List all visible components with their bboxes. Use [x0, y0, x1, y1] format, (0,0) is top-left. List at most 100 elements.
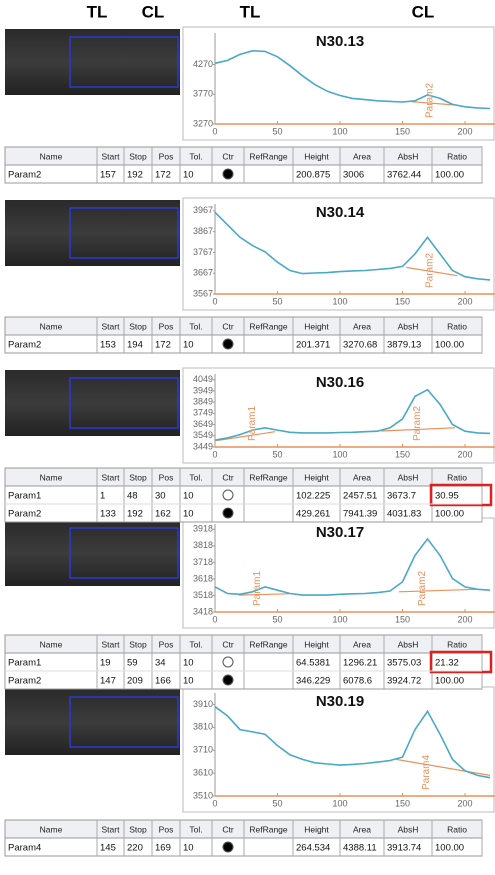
y-tick-label: 3649 [193, 419, 213, 429]
y-tick-label: 3567 [193, 288, 213, 298]
column-header: Stop [129, 639, 147, 649]
table-cell: 172 [155, 340, 171, 351]
y-tick-label: 3770 [193, 89, 213, 99]
ctr-radio [222, 507, 234, 519]
table-cell: 100.00 [435, 170, 464, 181]
y-tick-label: 3270 [193, 118, 213, 128]
column-header: Stop [129, 824, 147, 834]
table-cell: 201.371 [296, 340, 330, 351]
column-header: AbsH [398, 321, 419, 331]
profile-line [214, 49, 491, 110]
table-cell: 19 [100, 658, 111, 669]
table-cell: Param2 [8, 340, 41, 351]
table-cell: Param1 [8, 491, 41, 502]
column-header: Pos [159, 151, 174, 161]
table-cell: 100.00 [435, 340, 464, 351]
column-header: Pos [159, 824, 174, 834]
table-cell: 102.225 [296, 491, 330, 502]
table-cell: Param4 [8, 843, 41, 854]
table-cell: 10 [183, 340, 194, 351]
column-header: Ctr [222, 639, 234, 649]
header-label: CL [142, 2, 165, 21]
table-cell: Param2 [8, 676, 41, 687]
x-tick-label: 200 [457, 126, 472, 136]
profile-line [214, 537, 491, 596]
x-tick-label: 100 [332, 449, 347, 459]
chart-frame [182, 26, 495, 141]
table-cell: 172 [155, 170, 171, 181]
y-tick-label: 3710 [193, 745, 213, 755]
x-tick-label: 50 [272, 296, 282, 306]
column-header: Area [353, 824, 371, 834]
column-header: Name [40, 824, 63, 834]
header-label: TL [240, 2, 261, 21]
table-cell: 3673.7 [387, 491, 416, 502]
y-tick-label: 3449 [193, 441, 213, 451]
table-cell: 264.534 [296, 843, 330, 854]
column-header: Stop [129, 472, 147, 482]
y-tick-label: 3810 [193, 722, 213, 732]
baseline [216, 431, 276, 442]
chart-title: N30.17 [316, 524, 364, 541]
table-cell: 6078.6 [343, 676, 372, 687]
column-header: Height [304, 472, 329, 482]
y-tick-label: 4270 [193, 59, 213, 69]
header-label: CL [412, 2, 435, 21]
x-tick-label: 200 [457, 614, 472, 624]
ctr-radio [222, 168, 234, 180]
strip-image [5, 370, 180, 436]
ctr-radio [222, 489, 234, 501]
chart-frame [182, 197, 495, 311]
y-tick-label: 3910 [193, 699, 213, 709]
x-tick-label: 50 [272, 449, 282, 459]
table-cell: 3575.03 [387, 658, 421, 669]
table-cell: Param1 [8, 658, 41, 669]
column-header: AbsH [398, 151, 419, 161]
x-tick-label: 50 [272, 798, 282, 808]
column-header: Name [40, 639, 63, 649]
profile-line [214, 211, 491, 281]
table-cell: 100.00 [435, 676, 464, 687]
table-cell: 3924.72 [387, 676, 421, 687]
baseline [398, 588, 477, 593]
table-cell: 10 [183, 170, 194, 181]
strip-window [69, 36, 179, 88]
column-header: Tol. [189, 151, 202, 161]
table-cell: 4388.11 [343, 843, 377, 854]
table-cell: 220 [127, 843, 143, 854]
table-cell: 100.00 [435, 509, 464, 520]
table-cell: 2457.51 [343, 491, 377, 502]
baseline [411, 101, 456, 106]
x-tick-label: 0 [212, 614, 217, 624]
y-tick-label: 3918 [193, 524, 213, 534]
ctr-radio [222, 841, 234, 853]
y-tick-label: 3849 [193, 397, 213, 407]
x-tick-label: 200 [457, 798, 472, 808]
table-cell: 3913.74 [387, 843, 421, 854]
peak-label: Param1 [252, 571, 263, 606]
table-cell: 10 [183, 658, 194, 669]
column-header: Ratio [447, 824, 467, 834]
column-header: Ctr [222, 824, 234, 834]
table-cell: 192 [127, 170, 143, 181]
x-tick-label: 150 [395, 126, 410, 136]
table-cell: 169 [155, 843, 171, 854]
chart-frame [182, 517, 495, 629]
column-header: Stop [129, 321, 147, 331]
column-header: RefRange [249, 824, 288, 834]
strip-image [5, 200, 180, 266]
column-header: Start [102, 321, 121, 331]
column-header: Stop [129, 151, 147, 161]
table-cell: 192 [127, 509, 143, 520]
strip-window [69, 527, 179, 579]
column-header: Tol. [189, 321, 202, 331]
table-cell: 1296.21 [343, 658, 377, 669]
y-tick-label: 4049 [193, 374, 213, 384]
table-cell: 1 [100, 491, 105, 502]
column-header: RefRange [249, 151, 288, 161]
x-tick-label: 200 [457, 449, 472, 459]
y-tick-label: 3667 [193, 268, 213, 278]
table-cell: 10 [183, 509, 194, 520]
column-header: AbsH [398, 639, 419, 649]
